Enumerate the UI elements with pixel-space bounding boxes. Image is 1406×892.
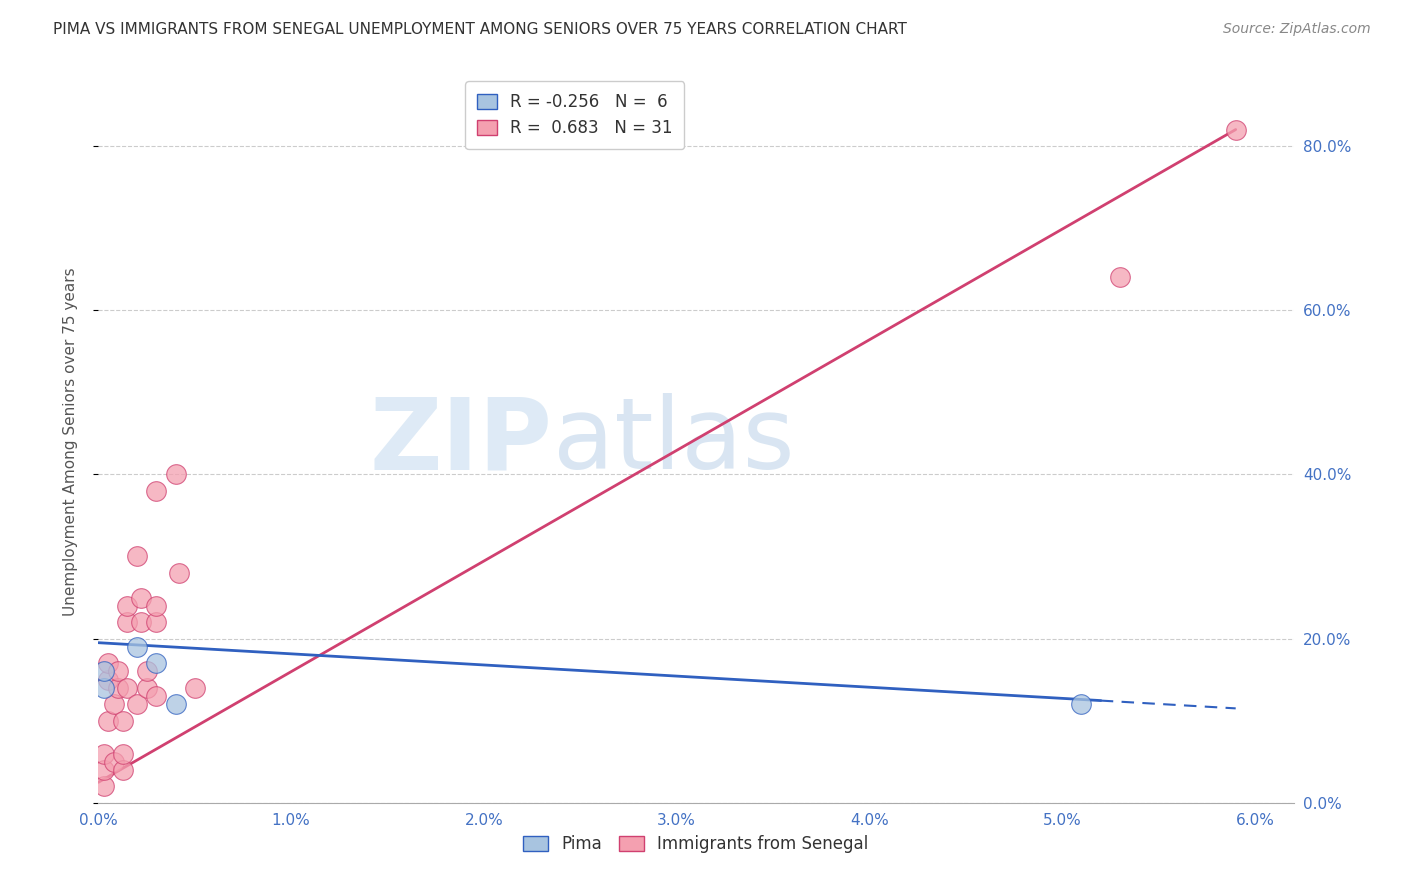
Point bbox=[112, 763, 135, 777]
Point bbox=[97, 673, 120, 687]
Point bbox=[103, 698, 125, 712]
Point bbox=[117, 599, 139, 613]
Point bbox=[145, 615, 167, 630]
Point bbox=[107, 681, 129, 695]
Point bbox=[107, 665, 129, 679]
Point bbox=[135, 681, 157, 695]
Text: Source: ZipAtlas.com: Source: ZipAtlas.com bbox=[1223, 22, 1371, 37]
Point bbox=[125, 698, 148, 712]
Point bbox=[135, 665, 157, 679]
Point bbox=[97, 657, 120, 671]
Point bbox=[129, 615, 152, 630]
Point bbox=[112, 747, 135, 761]
Point bbox=[117, 615, 139, 630]
Point bbox=[169, 566, 191, 580]
Point bbox=[112, 714, 135, 728]
Point bbox=[93, 665, 115, 679]
Point bbox=[125, 549, 148, 564]
Point bbox=[125, 640, 148, 654]
Point bbox=[93, 780, 115, 794]
Point bbox=[1225, 122, 1247, 136]
Point bbox=[93, 747, 115, 761]
Point bbox=[103, 755, 125, 769]
Point bbox=[165, 467, 187, 482]
Point bbox=[117, 681, 139, 695]
Point bbox=[145, 483, 167, 498]
Point bbox=[93, 681, 115, 695]
Text: atlas: atlas bbox=[553, 393, 794, 490]
Point bbox=[1070, 698, 1092, 712]
Point bbox=[184, 681, 207, 695]
Y-axis label: Unemployment Among Seniors over 75 years: Unemployment Among Seniors over 75 years bbox=[63, 268, 77, 615]
Point bbox=[145, 599, 167, 613]
Point bbox=[93, 763, 115, 777]
Point bbox=[97, 714, 120, 728]
Point bbox=[1109, 270, 1132, 285]
Point bbox=[145, 689, 167, 703]
Point bbox=[145, 657, 167, 671]
Text: PIMA VS IMMIGRANTS FROM SENEGAL UNEMPLOYMENT AMONG SENIORS OVER 75 YEARS CORRELA: PIMA VS IMMIGRANTS FROM SENEGAL UNEMPLOY… bbox=[53, 22, 907, 37]
Text: ZIP: ZIP bbox=[370, 393, 553, 490]
Point bbox=[165, 698, 187, 712]
Point bbox=[129, 591, 152, 605]
Legend: Pima, Immigrants from Senegal: Pima, Immigrants from Senegal bbox=[516, 828, 876, 860]
